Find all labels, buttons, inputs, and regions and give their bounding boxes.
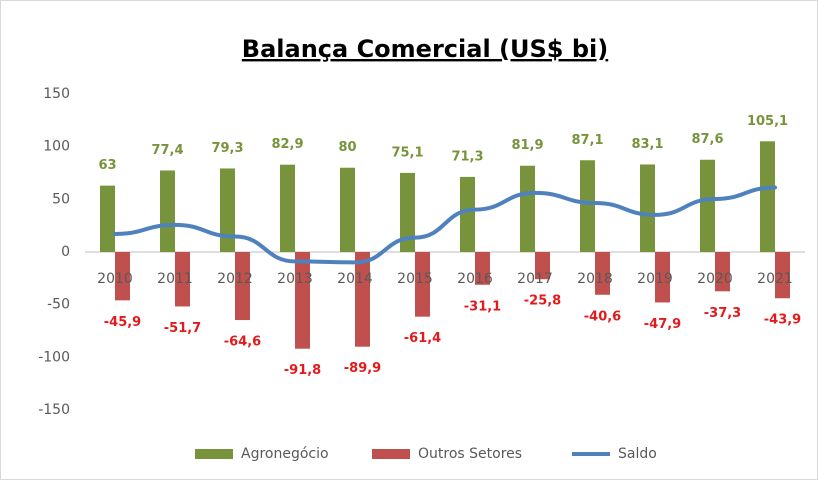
bar — [220, 168, 235, 252]
data-label: -61,4 — [404, 331, 441, 346]
bar — [595, 252, 610, 295]
bar — [535, 252, 550, 280]
legend-swatch — [372, 449, 410, 459]
bar — [655, 252, 670, 303]
y-tick-label: -50 — [47, 297, 70, 313]
legend-label: Saldo — [618, 446, 657, 462]
legend-label: Outros Setores — [418, 446, 522, 462]
x-tick-label: 2013 — [277, 271, 313, 287]
legend-swatch — [195, 449, 233, 459]
bar — [235, 252, 250, 321]
data-label: -89,9 — [344, 361, 381, 376]
data-label: 83,1 — [631, 137, 663, 152]
data-label: -37,3 — [704, 306, 741, 321]
y-tick-label: 50 — [52, 191, 70, 207]
data-label: 71,3 — [451, 149, 483, 164]
bar — [355, 252, 370, 347]
y-tick-label: 0 — [61, 244, 70, 260]
data-label: 87,6 — [691, 132, 723, 147]
y-tick-label: -150 — [38, 402, 70, 418]
bar — [280, 164, 295, 252]
legend-label: Agronegócio — [241, 446, 329, 462]
data-label: -31,1 — [464, 299, 501, 314]
bar — [400, 172, 415, 252]
bar — [760, 141, 775, 252]
x-tick-label: 2014 — [337, 271, 373, 287]
data-label: -40,6 — [584, 309, 621, 324]
data-label: 82,9 — [271, 137, 303, 152]
data-label: 63 — [98, 158, 116, 173]
data-label: -47,9 — [644, 317, 681, 332]
x-tick-label: 2017 — [517, 271, 553, 287]
bar — [175, 252, 190, 307]
data-label: -43,9 — [764, 313, 801, 328]
y-tick-label: 100 — [43, 139, 70, 155]
x-tick-label: 2010 — [97, 271, 133, 287]
x-tick-label: 2020 — [697, 271, 733, 287]
x-tick-label: 2018 — [577, 271, 613, 287]
bar — [640, 164, 655, 252]
data-label: 80 — [338, 140, 356, 155]
bar — [160, 170, 175, 252]
bar — [115, 252, 130, 301]
data-label: -25,8 — [524, 294, 561, 309]
bar — [340, 167, 355, 252]
x-tick-label: 2021 — [757, 271, 793, 287]
y-tick-label: 150 — [43, 86, 70, 102]
data-label: 79,3 — [211, 141, 243, 156]
data-label: -91,8 — [284, 363, 321, 378]
chart-title: Balança Comercial (US$ bi) — [242, 35, 608, 63]
bar — [775, 252, 790, 299]
x-tick-label: 2019 — [637, 271, 673, 287]
line — [113, 185, 777, 265]
data-label: 75,1 — [391, 145, 423, 160]
x-tick-label: 2011 — [157, 271, 193, 287]
bar — [460, 176, 475, 252]
data-label: 81,9 — [511, 138, 543, 153]
data-label: 105,1 — [747, 114, 788, 129]
bar — [715, 252, 730, 292]
data-label: 87,1 — [571, 133, 603, 148]
bar — [295, 252, 310, 349]
data-label: -64,6 — [224, 335, 261, 350]
x-tick-label: 2015 — [397, 271, 433, 287]
data-label: -51,7 — [164, 321, 201, 336]
data-label: -45,9 — [104, 315, 141, 330]
bar — [100, 185, 115, 252]
bar — [700, 159, 715, 252]
y-tick-label: -100 — [38, 349, 70, 365]
bar — [580, 160, 595, 252]
bar — [475, 252, 490, 285]
x-tick-label: 2012 — [217, 271, 253, 287]
data-label: 77,4 — [151, 143, 183, 158]
bar — [415, 252, 430, 317]
x-tick-label: 2016 — [457, 271, 493, 287]
bar — [520, 165, 535, 252]
